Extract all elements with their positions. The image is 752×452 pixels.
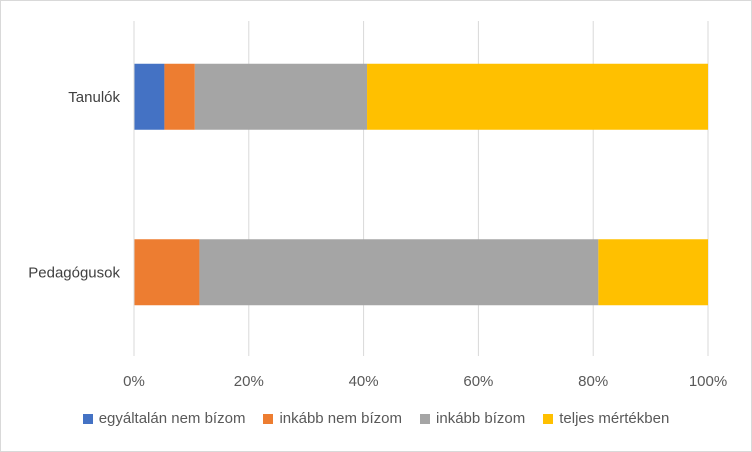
category-label: Pedagógusok	[28, 264, 120, 281]
x-tick-label: 100%	[689, 373, 727, 390]
x-tick-label: 40%	[349, 373, 379, 390]
bar-segment	[134, 239, 200, 306]
legend-label: teljes mértékben	[559, 410, 670, 427]
bar-segment	[164, 63, 195, 130]
x-tick-label: 60%	[463, 373, 493, 390]
legend-label: inkább nem bízom	[279, 410, 403, 427]
legend-label: inkább bízom	[436, 410, 526, 427]
bar-segment	[134, 63, 165, 130]
legend-swatch	[82, 413, 93, 424]
x-tick-label: 20%	[234, 373, 264, 390]
legend-item: inkább bízom	[420, 410, 525, 427]
legend-item: inkább nem bízom	[263, 410, 402, 427]
legend: egyáltalán nem bízom inkább nem bízom inká…	[1, 410, 751, 427]
x-tick-label: 80%	[578, 373, 608, 390]
bar-segment	[194, 63, 368, 130]
category-label: Tanulók	[68, 89, 120, 106]
bar-segment	[199, 239, 599, 306]
x-tick-label: 0%	[123, 373, 145, 390]
legend-label: egyáltalán nem bízom	[98, 410, 246, 427]
legend-item: teljes mértékben	[543, 410, 669, 427]
legend-item: egyáltalán nem bízom	[82, 410, 246, 427]
bar-segment	[598, 239, 708, 306]
legend-swatch	[263, 413, 274, 424]
legend-swatch	[543, 413, 554, 424]
legend-swatch	[420, 413, 431, 424]
bar-segment	[367, 63, 708, 130]
